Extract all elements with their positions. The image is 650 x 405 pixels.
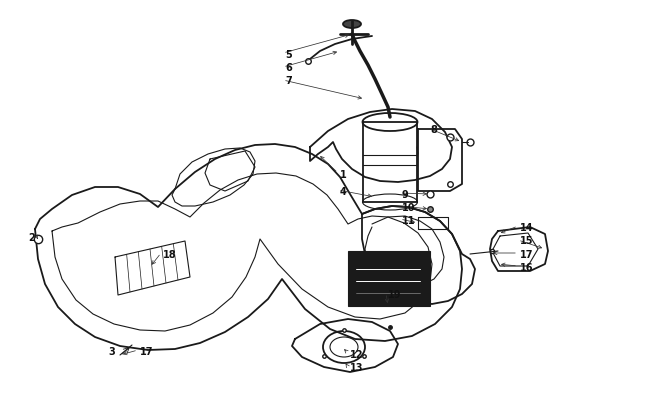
Text: 9: 9 — [402, 190, 409, 200]
Text: 5: 5 — [285, 50, 292, 60]
Ellipse shape — [343, 21, 361, 29]
FancyBboxPatch shape — [348, 252, 430, 306]
Text: 11: 11 — [402, 215, 415, 226]
Text: 14: 14 — [520, 222, 534, 232]
Text: 2: 2 — [28, 232, 34, 243]
Text: 19: 19 — [388, 289, 402, 299]
Text: 1: 1 — [340, 170, 346, 179]
Text: 18: 18 — [163, 249, 177, 259]
Text: 10: 10 — [402, 202, 415, 213]
Text: 17: 17 — [140, 346, 153, 356]
Text: 17: 17 — [520, 249, 534, 259]
Text: 12: 12 — [350, 349, 363, 359]
Text: 3: 3 — [108, 346, 115, 356]
Text: 13: 13 — [350, 362, 363, 372]
Text: 8: 8 — [430, 125, 437, 135]
Text: 6: 6 — [285, 63, 292, 73]
Text: 15: 15 — [520, 235, 534, 245]
Text: 16: 16 — [520, 262, 534, 272]
Text: 7: 7 — [285, 76, 292, 86]
Text: 4: 4 — [340, 187, 346, 196]
